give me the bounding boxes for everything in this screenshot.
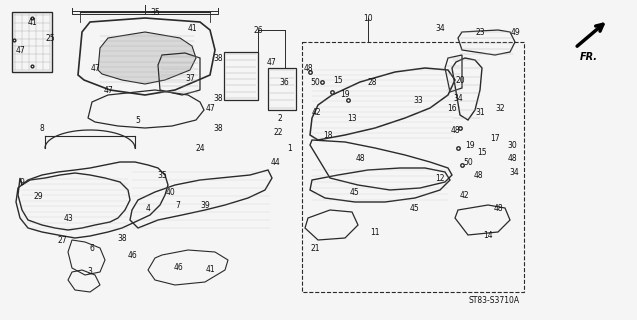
Text: 3: 3: [87, 268, 92, 276]
Text: 16: 16: [447, 103, 457, 113]
Text: 49: 49: [511, 28, 521, 36]
Text: 42: 42: [311, 108, 321, 116]
Text: 47: 47: [103, 85, 113, 94]
Text: ST83-S3710A: ST83-S3710A: [469, 296, 520, 305]
Text: 6: 6: [90, 244, 94, 252]
Text: 36: 36: [279, 77, 289, 86]
Text: 32: 32: [495, 103, 505, 113]
Text: 19: 19: [465, 140, 475, 149]
Text: 26: 26: [253, 26, 263, 35]
Text: 44: 44: [271, 157, 281, 166]
Text: 50: 50: [310, 77, 320, 86]
Text: 41: 41: [27, 18, 37, 27]
Text: 12: 12: [435, 173, 445, 182]
Text: 7: 7: [176, 201, 180, 210]
Text: 25: 25: [45, 34, 55, 43]
Text: 47: 47: [15, 45, 25, 54]
Text: 13: 13: [347, 114, 357, 123]
Text: 46: 46: [173, 263, 183, 273]
Text: 29: 29: [33, 191, 43, 201]
Text: 47: 47: [90, 63, 100, 73]
Text: 23: 23: [475, 28, 485, 36]
Text: 9: 9: [20, 178, 24, 187]
Text: 42: 42: [459, 190, 469, 199]
Text: 45: 45: [350, 188, 360, 196]
Text: 34: 34: [509, 167, 519, 177]
Text: 38: 38: [213, 93, 223, 102]
Text: 27: 27: [57, 236, 67, 244]
Text: 2: 2: [278, 114, 282, 123]
Text: 38: 38: [213, 53, 223, 62]
Text: 38: 38: [213, 124, 223, 132]
Text: 45: 45: [410, 204, 420, 212]
Text: 43: 43: [63, 213, 73, 222]
Text: 28: 28: [368, 77, 376, 86]
Text: 4: 4: [146, 204, 150, 212]
Text: 47: 47: [205, 103, 215, 113]
Text: 11: 11: [370, 228, 380, 236]
Text: 41: 41: [205, 266, 215, 275]
Text: 14: 14: [483, 230, 493, 239]
Text: 40: 40: [165, 188, 175, 196]
Text: 48: 48: [303, 63, 313, 73]
Text: 33: 33: [413, 95, 423, 105]
Text: 15: 15: [477, 148, 487, 156]
Text: 17: 17: [490, 133, 500, 142]
Text: 48: 48: [507, 154, 517, 163]
Text: 34: 34: [453, 93, 463, 102]
Text: 39: 39: [200, 201, 210, 210]
Text: 48: 48: [473, 171, 483, 180]
Text: 19: 19: [340, 90, 350, 99]
Text: 10: 10: [363, 13, 373, 22]
Text: 37: 37: [185, 74, 195, 83]
Text: 30: 30: [507, 140, 517, 149]
Text: 41: 41: [187, 23, 197, 33]
Text: FR.: FR.: [580, 52, 598, 62]
Text: 8: 8: [39, 124, 45, 132]
Text: 38: 38: [117, 234, 127, 243]
Bar: [302, 42, 524, 292]
Text: 48: 48: [355, 154, 365, 163]
Text: 22: 22: [273, 127, 283, 137]
Text: 35: 35: [150, 7, 160, 17]
Text: 50: 50: [463, 157, 473, 166]
Text: 47: 47: [267, 58, 277, 67]
Text: 20: 20: [455, 76, 465, 84]
Text: 1: 1: [288, 143, 292, 153]
Text: 35: 35: [157, 171, 167, 180]
Text: 24: 24: [195, 143, 205, 153]
Text: 21: 21: [310, 244, 320, 252]
Text: 31: 31: [475, 108, 485, 116]
Text: 5: 5: [136, 116, 140, 124]
Text: 15: 15: [333, 76, 343, 84]
Text: 48: 48: [493, 204, 503, 212]
Text: 46: 46: [127, 251, 137, 260]
Text: 18: 18: [323, 131, 333, 140]
Text: 34: 34: [435, 23, 445, 33]
Text: 48: 48: [450, 125, 460, 134]
Polygon shape: [98, 32, 196, 84]
